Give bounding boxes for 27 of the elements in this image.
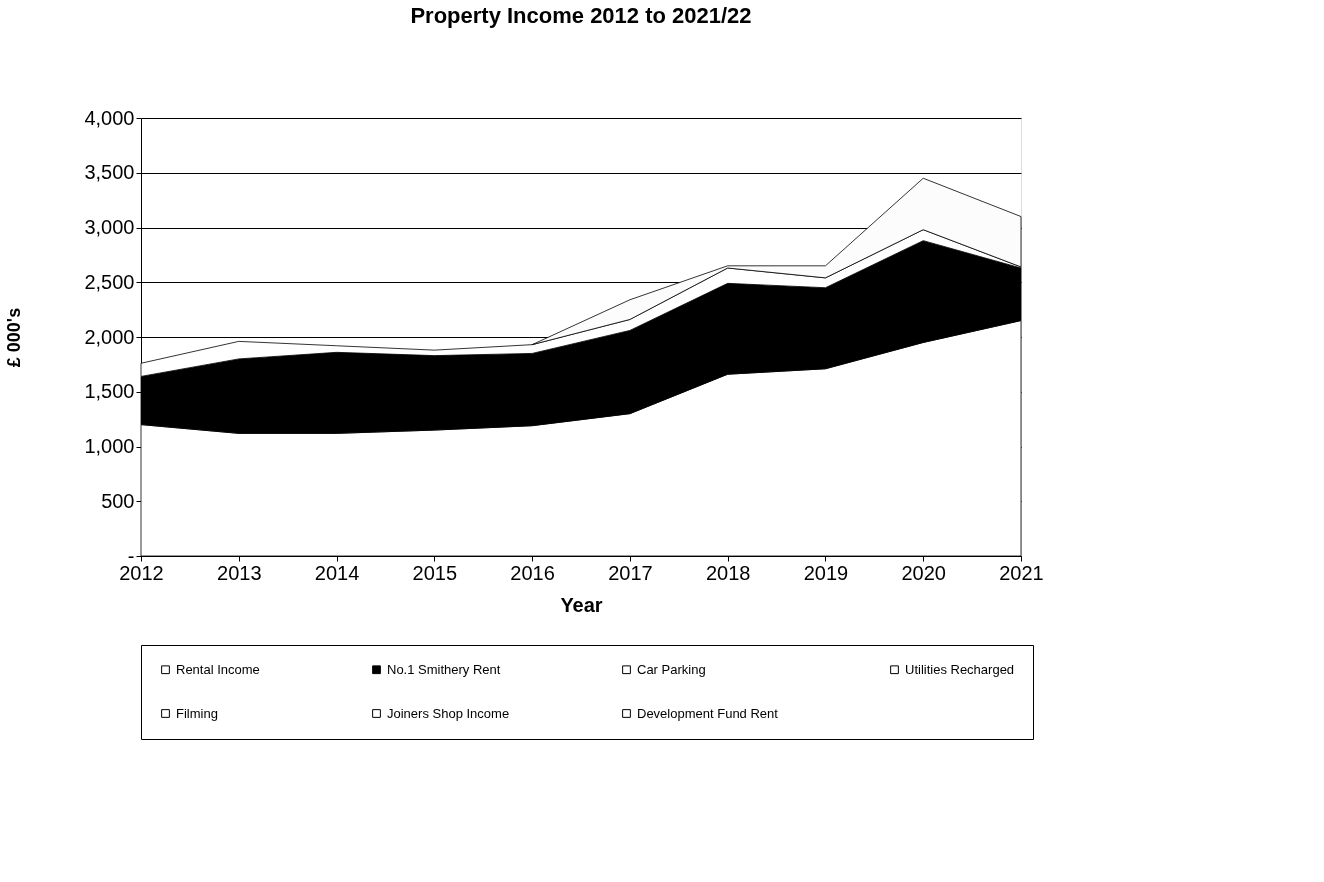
x-tick-label: 2018 bbox=[705, 561, 751, 584]
chart-title: Property Income 2012 to 2021/22 bbox=[410, 3, 752, 28]
legend-label: Car Parking bbox=[637, 661, 706, 677]
legend-label: Rental Income bbox=[176, 661, 260, 677]
y-tick-label: 500 bbox=[101, 489, 135, 512]
x-tick-label: 2014 bbox=[314, 561, 360, 584]
y-tick-label: 3,500 bbox=[84, 161, 135, 184]
x-tick-label: 2020 bbox=[901, 561, 946, 584]
x-tick-label: 2019 bbox=[803, 561, 849, 584]
x-tick-label: 2015 bbox=[412, 561, 458, 584]
y-tick-label: 2,500 bbox=[84, 270, 135, 293]
y-tick-label: 3,000 bbox=[84, 216, 135, 238]
legend-label: Development Fund Rent bbox=[637, 705, 779, 721]
y-tick-label: 1,500 bbox=[84, 380, 135, 403]
x-tick-label: 2021 bbox=[999, 561, 1044, 584]
x-tick-label: 2013 bbox=[217, 561, 262, 584]
y-tick-label: 1,000 bbox=[84, 435, 135, 457]
x-tick-label: 2017 bbox=[608, 561, 653, 584]
legend-label: Joiners Shop Income bbox=[387, 705, 510, 721]
legend-label: Utilities Recharged bbox=[905, 661, 1015, 677]
legend-label: No.1 Smithery Rent bbox=[387, 661, 501, 677]
y-axis-title: £ 000's bbox=[4, 307, 25, 368]
x-axis-title: Year bbox=[560, 593, 603, 616]
y-tick-label: 2,000 bbox=[84, 325, 135, 348]
y-tick-label: 4,000 bbox=[84, 106, 135, 129]
legend-label: Filming bbox=[176, 705, 218, 721]
x-tick-label: 2016 bbox=[510, 561, 555, 584]
